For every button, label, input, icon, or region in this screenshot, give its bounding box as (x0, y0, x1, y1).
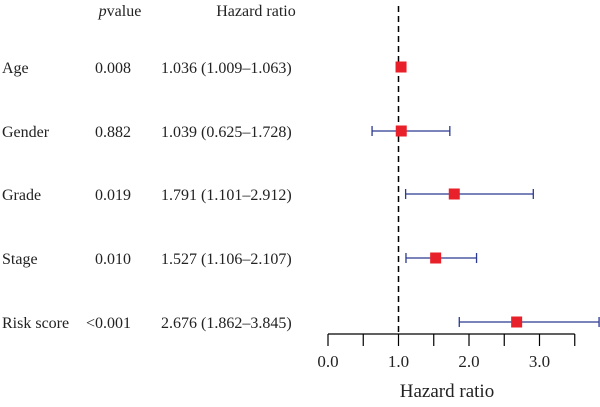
x-axis: 0.0 1.0 2.0 3.0 (317, 333, 576, 371)
row-pvalue: 0.008 (95, 60, 131, 77)
estimates (371, 61, 600, 328)
row-hazard-ratio: 1.039 (0.625–1.728) (161, 124, 292, 141)
hr-marker (511, 316, 523, 328)
row-label: Stage (2, 251, 38, 268)
x-tick-label: 0.0 (317, 352, 338, 371)
row-label: Age (2, 60, 29, 77)
hr-marker (448, 188, 460, 200)
row-pvalue: 0.019 (95, 187, 131, 204)
x-tick-label: 3.0 (529, 352, 550, 371)
row-pvalue: 0.882 (95, 124, 131, 141)
row-pvalue: <0.001 (86, 315, 131, 332)
x-tick-label: 1.0 (388, 352, 409, 371)
hr-marker (430, 252, 442, 264)
row-pvalue: 0.010 (95, 251, 131, 268)
row-label: Gender (2, 124, 50, 141)
hr-marker (395, 125, 407, 137)
pvalue-header-rest: value (107, 3, 142, 20)
row-hazard-ratio: 1.527 (1.106–2.107) (161, 251, 292, 268)
row-hazard-ratio: 1.791 (1.101–2.912) (161, 187, 292, 204)
pvalue-header: pvalue (98, 3, 142, 20)
hr-marker (395, 61, 407, 73)
row-labels: Age 0.008 1.036 (1.009–1.063) Gender 0.882 1.… (2, 60, 292, 332)
row-hazard-ratio: 1.036 (1.009–1.063) (161, 60, 292, 77)
row-label: Risk score (2, 315, 69, 332)
hazard-ratio-header: Hazard ratio (216, 3, 296, 20)
column-headers: pvalue Hazard ratio (98, 3, 296, 20)
row-label: Grade (2, 187, 41, 204)
row-hazard-ratio: 2.676 (1.862–3.845) (161, 315, 292, 332)
pvalue-header-italic: p (98, 3, 107, 20)
x-axis-label: Hazard ratio (400, 381, 494, 402)
x-tick-label: 2.0 (458, 352, 479, 371)
